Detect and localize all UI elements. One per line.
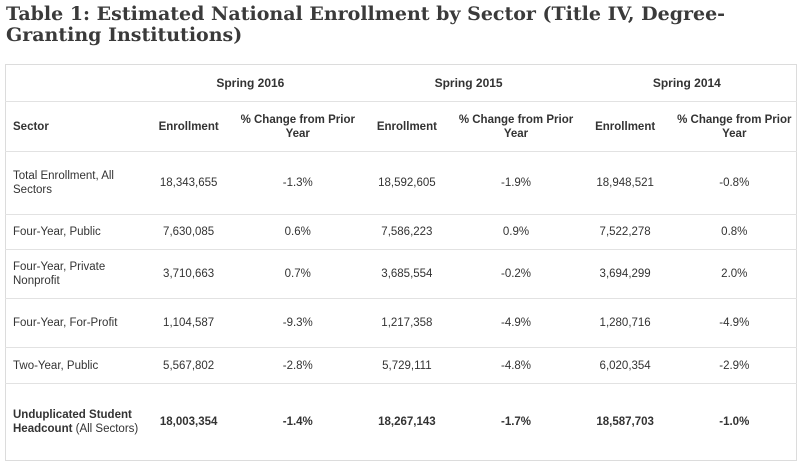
sector-cell: Four-Year, Private Nonprofit <box>5 249 142 299</box>
enrollment-cell: 3,710,663 <box>141 249 237 299</box>
pct-change-cell: -0.8% <box>672 151 797 215</box>
enrollment-cell: 7,586,223 <box>359 214 455 250</box>
enrollment-cell: 5,729,111 <box>359 347 455 384</box>
sector-cell: Two-Year, Public <box>5 347 142 384</box>
enrollment-cell: 18,267,143 <box>359 383 455 461</box>
sector-cell: Total Enrollment, All Sectors <box>5 151 142 215</box>
enrollment-cell: 6,020,354 <box>577 347 673 384</box>
table-row: Four-Year, Public 7,630,085 0.6% 7,586,2… <box>5 214 797 250</box>
enrollment-table: Spring 2016 Spring 2015 Spring 2014 Sect… <box>5 64 797 461</box>
enrollment-cell: 18,343,655 <box>141 151 237 215</box>
sector-bold-label: Unduplicated Student Headcount <box>13 409 132 435</box>
column-header-row: Sector Enrollment % Change from Prior Ye… <box>5 101 797 152</box>
table-row: Two-Year, Public 5,567,802 -2.8% 5,729,1… <box>5 347 797 384</box>
pct-change-cell: -2.8% <box>236 347 360 384</box>
pct-change-cell: -1.0% <box>672 383 797 461</box>
pct-change-cell: -1.3% <box>236 151 360 215</box>
column-header-enrollment: Enrollment <box>141 101 237 152</box>
enrollment-cell: 18,003,354 <box>141 383 237 461</box>
corner-cell <box>6 65 142 102</box>
enrollment-cell: 18,587,703 <box>577 383 673 461</box>
column-header-enrollment: Enrollment <box>359 101 455 152</box>
enrollment-cell: 3,694,299 <box>577 249 673 299</box>
pct-change-cell: 0.8% <box>672 214 797 250</box>
enrollment-cell: 1,104,587 <box>141 298 237 348</box>
column-header-sector: Sector <box>5 101 142 152</box>
table-row: Four-Year, For-Profit 1,104,587 -9.3% 1,… <box>5 298 797 348</box>
pct-change-cell: 0.6% <box>236 214 360 250</box>
table-row: Total Enrollment, All Sectors 18,343,655… <box>5 151 797 215</box>
table-row: Four-Year, Private Nonprofit 3,710,663 0… <box>5 249 797 299</box>
pct-change-cell: -9.3% <box>236 298 360 348</box>
sector-cell: Four-Year, Public <box>5 214 142 250</box>
year-header-row: Spring 2016 Spring 2015 Spring 2014 <box>6 65 797 102</box>
enrollment-cell: 1,280,716 <box>577 298 673 348</box>
enrollment-cell: 18,592,605 <box>359 151 455 215</box>
column-header-enrollment: Enrollment <box>577 101 673 152</box>
column-header-pct-change: % Change from Prior Year <box>236 101 360 152</box>
enrollment-cell: 7,522,278 <box>577 214 673 250</box>
year-header: Spring 2015 <box>434 76 503 90</box>
pct-change-cell: -0.2% <box>454 249 578 299</box>
enrollment-cell: 18,948,521 <box>577 151 673 215</box>
pct-change-cell: -2.9% <box>672 347 797 384</box>
pct-change-cell: -4.8% <box>454 347 578 384</box>
pct-change-cell: -1.4% <box>236 383 360 461</box>
pct-change-cell: -1.9% <box>454 151 578 215</box>
pct-change-cell: 0.9% <box>454 214 578 250</box>
total-row: Unduplicated Student Headcount (All Sect… <box>5 383 797 461</box>
enrollment-cell: 1,217,358 <box>359 298 455 348</box>
enrollment-cell: 3,685,554 <box>359 249 455 299</box>
enrollment-cell: 5,567,802 <box>141 347 237 384</box>
sector-cell: Unduplicated Student Headcount (All Sect… <box>5 383 142 461</box>
column-header-pct-change: % Change from Prior Year <box>672 101 797 152</box>
sector-label-suffix: (All Sectors) <box>72 423 139 435</box>
year-header: Spring 2016 <box>216 76 285 90</box>
pct-change-cell: -4.9% <box>454 298 578 348</box>
page-title: Table 1: Estimated National Enrollment b… <box>6 3 726 46</box>
pct-change-cell: 2.0% <box>672 249 797 299</box>
pct-change-cell: 0.7% <box>236 249 360 299</box>
column-header-pct-change: % Change from Prior Year <box>454 101 578 152</box>
enrollment-cell: 7,630,085 <box>141 214 237 250</box>
pct-change-cell: -4.9% <box>672 298 797 348</box>
sector-cell: Four-Year, For-Profit <box>5 298 142 348</box>
pct-change-cell: -1.7% <box>454 383 578 461</box>
year-header: Spring 2014 <box>652 76 721 90</box>
